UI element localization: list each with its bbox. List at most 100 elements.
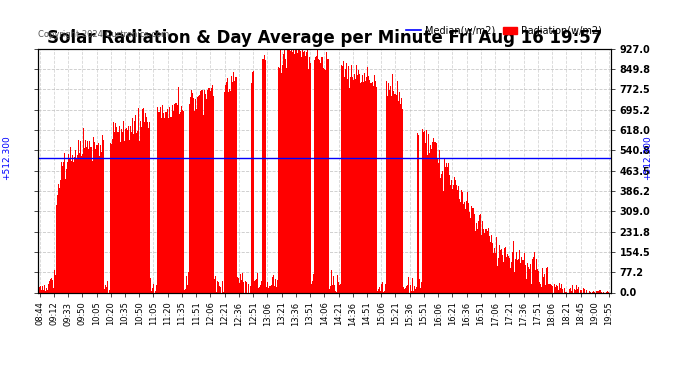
Bar [82,154,83,292]
Bar [444,158,445,292]
Bar [226,82,227,292]
Bar [518,259,519,292]
Bar [201,90,202,292]
Bar [358,70,359,292]
Bar [589,291,590,292]
Bar [469,212,470,292]
Bar [148,128,149,292]
Bar [357,75,358,292]
Bar [110,143,111,292]
Bar [372,82,373,292]
Bar [558,290,559,292]
Bar [560,288,561,292]
Bar [206,99,207,292]
Bar [87,141,88,292]
Bar [349,87,351,292]
Bar [456,184,457,292]
Bar [248,284,249,292]
Bar [370,91,371,292]
Bar [439,150,440,292]
Bar [86,147,87,292]
Bar [564,288,565,292]
Bar [332,285,333,292]
Bar [550,284,551,292]
Bar [146,117,148,292]
Bar [74,170,75,292]
Bar [548,285,549,292]
Bar [492,243,493,292]
Bar [130,144,131,292]
Bar [83,158,84,292]
Bar [314,60,315,292]
Bar [62,166,63,292]
Bar [99,134,101,292]
Bar [496,237,497,292]
Bar [346,63,347,292]
Bar [470,217,471,292]
Bar [276,287,277,292]
Bar [425,143,426,292]
Bar [524,265,526,292]
Bar [166,112,167,292]
Bar [477,221,479,292]
Bar [441,174,442,292]
Bar [204,90,205,292]
Bar [265,60,266,292]
Bar [344,77,345,292]
Bar [489,236,491,292]
Bar [413,291,414,292]
Bar [67,162,68,292]
Legend: Median(w/m2), Radiation(w/m2): Median(w/m2), Radiation(w/m2) [402,22,606,40]
Bar [305,56,306,292]
Bar [186,276,187,292]
Bar [112,139,113,292]
Bar [119,142,121,292]
Bar [506,256,507,292]
Bar [236,76,237,292]
Bar [596,291,597,292]
Bar [45,291,46,292]
Bar [337,282,339,292]
Bar [132,118,133,292]
Bar [368,80,370,292]
Bar [92,160,93,292]
Bar [455,180,456,292]
Bar [158,112,159,292]
Bar [507,254,508,292]
Bar [93,137,94,292]
Bar [387,96,388,292]
Bar [113,122,114,292]
Bar [175,103,176,292]
Bar [530,264,531,292]
Bar [389,90,390,292]
Bar [593,291,594,292]
Bar [212,85,213,292]
Bar [483,228,484,292]
Bar [142,110,144,292]
Bar [382,282,383,292]
Bar [193,98,195,292]
Bar [155,291,156,292]
Bar [468,203,469,292]
Bar [60,180,61,292]
Bar [497,267,498,292]
Bar [188,272,189,292]
Bar [576,285,577,292]
Bar [574,289,575,292]
Bar [52,264,53,292]
Bar [153,285,154,292]
Bar [56,205,57,292]
Bar [123,121,124,292]
Bar [264,55,265,292]
Bar [353,80,354,292]
Bar [380,291,382,292]
Bar [191,90,192,292]
Bar [72,162,74,292]
Bar [376,87,377,292]
Bar [364,74,366,292]
Text: +512.300: +512.300 [2,135,11,180]
Bar [487,231,488,292]
Bar [569,288,570,292]
Bar [423,132,424,292]
Bar [167,112,168,292]
